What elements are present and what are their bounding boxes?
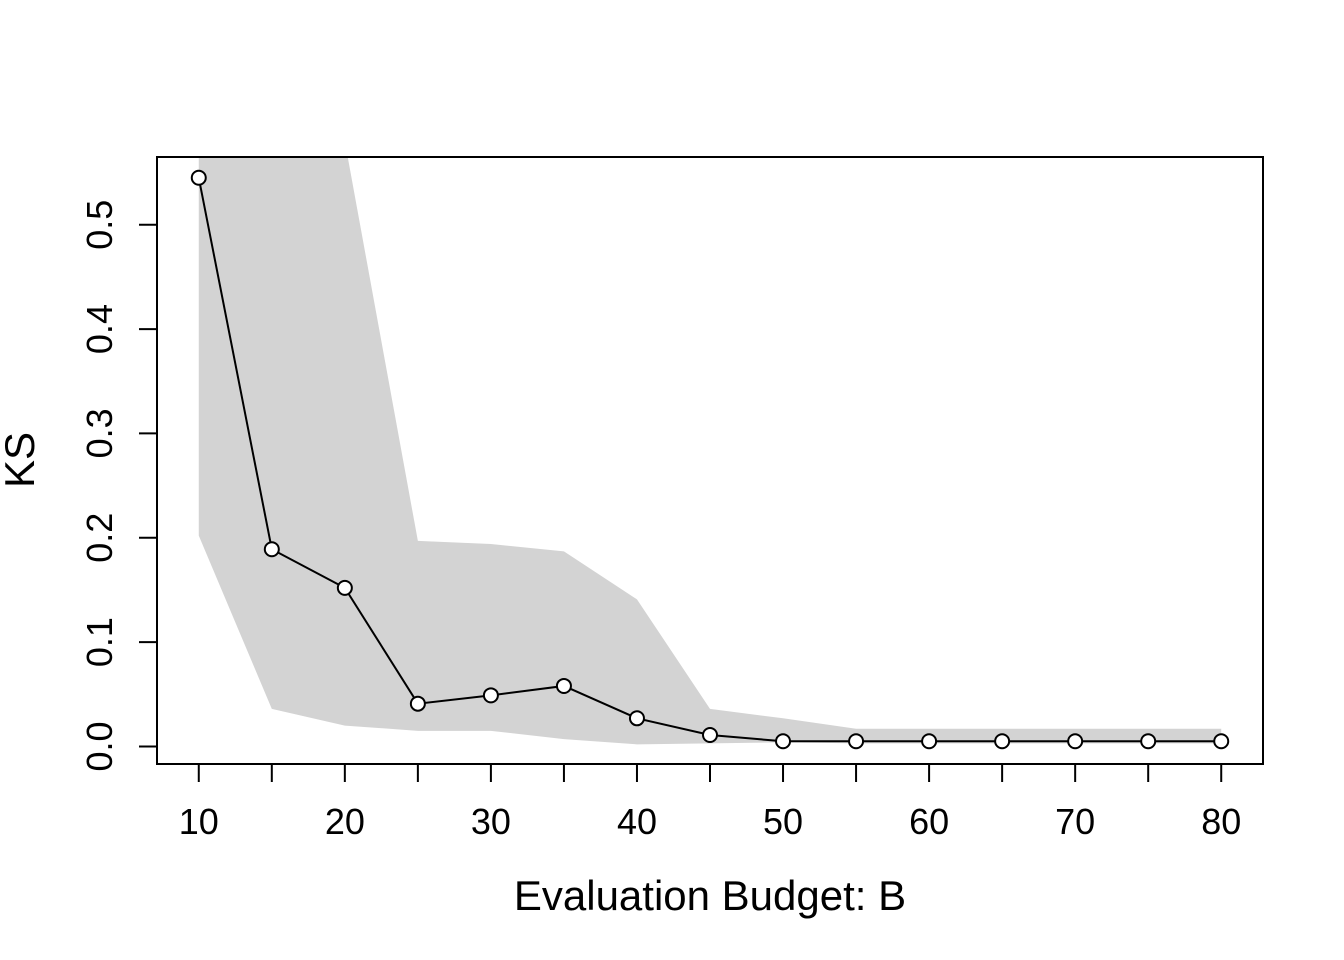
y-tick-label: 0.2 xyxy=(79,513,120,563)
x-tick-label: 50 xyxy=(763,801,803,842)
confidence-band-layer xyxy=(198,157,1222,745)
data-point xyxy=(409,695,426,712)
confidence-band xyxy=(198,157,1222,745)
data-point xyxy=(1213,733,1230,750)
data-point xyxy=(555,677,572,694)
x-axis-title: Evaluation Budget: B xyxy=(514,872,906,919)
data-point xyxy=(775,733,792,750)
y-tick-label: 0.5 xyxy=(79,200,120,250)
y-tick-label: 0.3 xyxy=(79,408,120,458)
x-tick-label: 70 xyxy=(1055,801,1095,842)
data-point xyxy=(994,733,1011,750)
y-tick-label: 0.4 xyxy=(79,304,120,354)
data-point xyxy=(848,733,865,750)
data-point xyxy=(190,169,207,186)
data-point xyxy=(1067,733,1084,750)
data-point xyxy=(628,710,645,727)
data-point xyxy=(482,687,499,704)
x-tick-label: 60 xyxy=(909,801,949,842)
x-tick-label: 30 xyxy=(471,801,511,842)
data-point xyxy=(336,579,353,596)
data-point xyxy=(263,541,280,558)
data-point xyxy=(921,733,938,750)
y-axis-title: KS xyxy=(0,432,43,488)
x-tick-label: 40 xyxy=(617,801,657,842)
y-tick-label: 0.1 xyxy=(79,617,120,667)
y-tick-label: 0.0 xyxy=(79,721,120,771)
data-point xyxy=(1140,733,1157,750)
x-tick-label: 80 xyxy=(1201,801,1241,842)
x-tick-label: 10 xyxy=(179,801,219,842)
y-axis: 0.0 0.1 0.2 0.3 0.4 0.5 xyxy=(79,200,158,771)
x-axis: 10 20 30 40 50 60 70 80 xyxy=(179,763,1241,842)
series-layer xyxy=(190,169,1230,750)
data-point xyxy=(702,726,718,743)
x-tick-label: 20 xyxy=(325,801,365,842)
